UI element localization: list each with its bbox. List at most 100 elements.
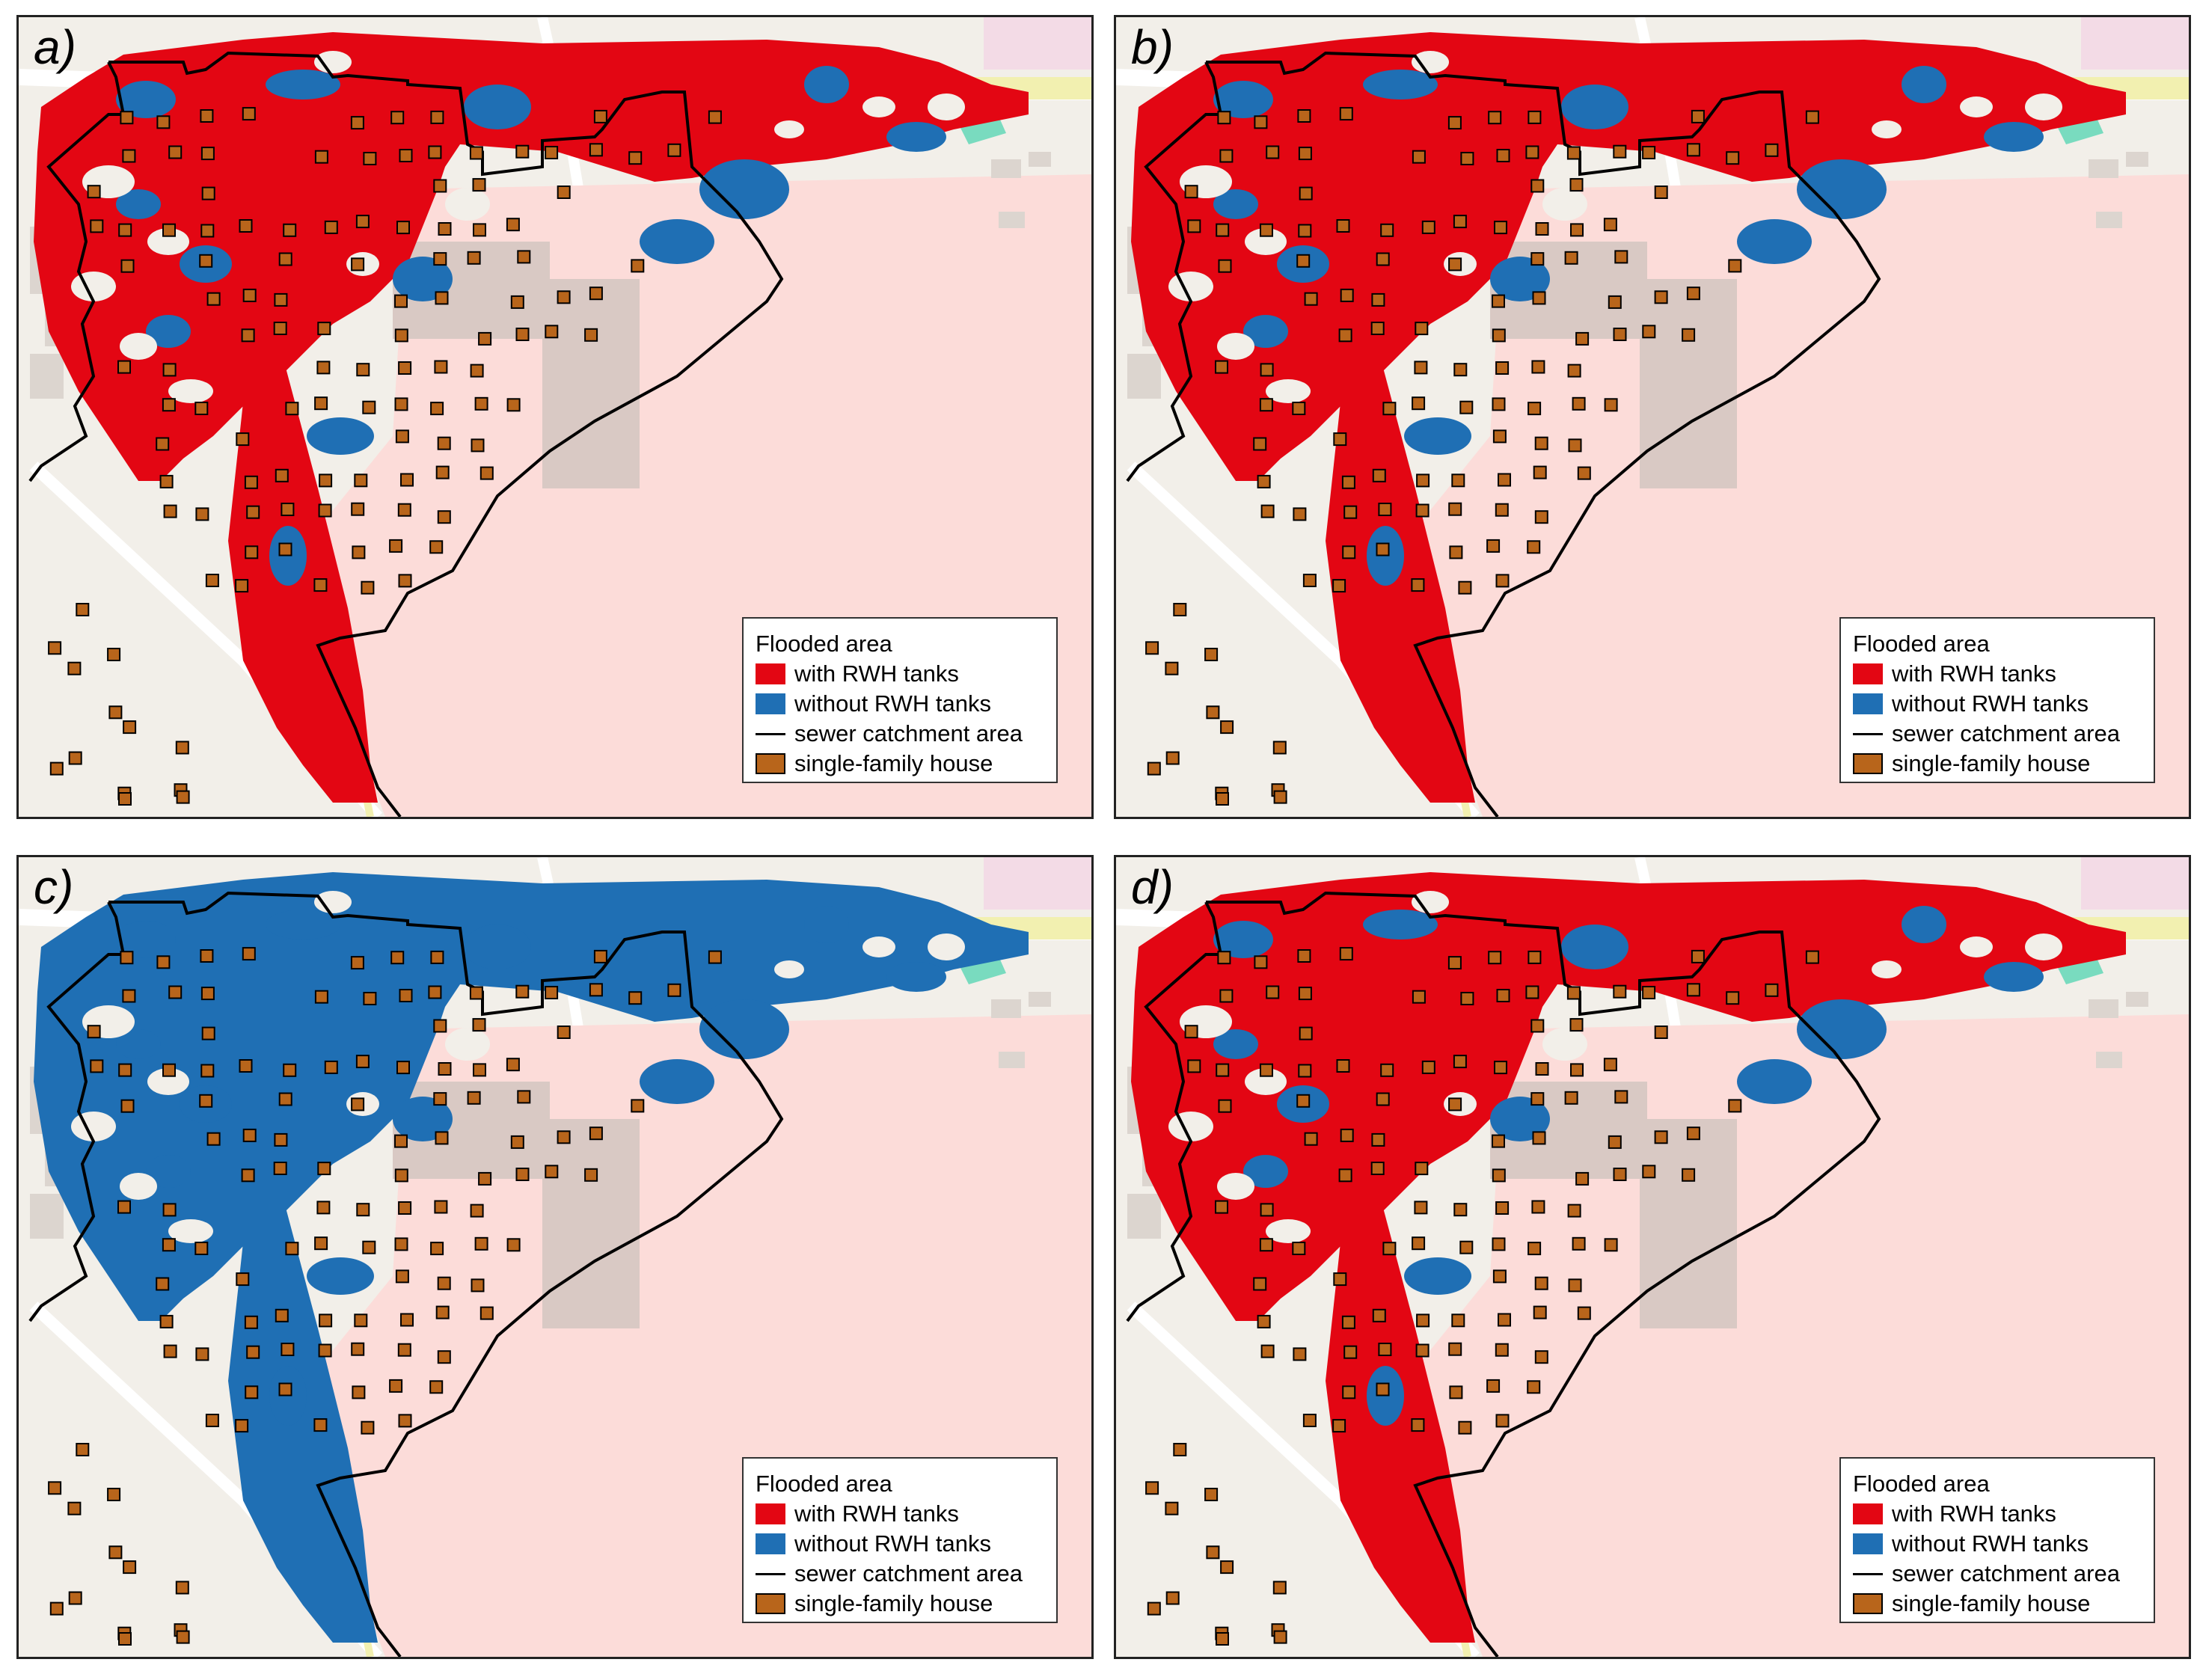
single-family-house [1302,574,1317,587]
single-family-house [1218,259,1232,273]
single-family-house [200,224,215,238]
single-family-house [1453,1203,1468,1217]
legend-item-without-rwh: without RWH tanks [756,689,1044,719]
single-family-house [1254,115,1268,129]
single-family-house [1187,1059,1201,1073]
single-family-house [506,1238,521,1252]
single-family-house [471,438,485,453]
single-family-house [510,295,524,309]
single-family-house [361,580,375,595]
single-family-house [199,254,213,268]
single-family-house [1260,1203,1274,1217]
single-family-house [435,291,449,305]
single-family-house [1257,474,1271,488]
single-family-house [389,1379,403,1393]
single-family-house [199,1094,213,1108]
commercial-area [2081,17,2189,70]
single-family-house [1654,290,1668,304]
single-family-house [122,149,136,163]
single-family-house [1568,438,1582,453]
single-family-house [478,331,492,346]
single-family-house [1682,328,1696,342]
single-family-house [175,1581,189,1595]
single-family-house [628,991,643,1005]
line-swatch [1853,1572,1883,1575]
single-family-house [1686,143,1700,157]
single-family-house [434,360,448,374]
single-family-house [156,437,170,451]
single-family-house [351,1342,365,1356]
single-family-house [194,1242,209,1255]
single-family-house [1458,580,1472,595]
single-family-house [438,222,452,236]
single-family-house [156,1277,170,1291]
single-family-house [159,474,174,488]
single-family-house [205,1414,219,1427]
single-family-house [278,1382,292,1397]
single-family-house [242,947,256,961]
single-family-house [1531,360,1545,374]
single-family-house [1728,1099,1742,1113]
single-family-house [472,1018,486,1032]
single-family-house [1217,111,1231,125]
single-family-house [1447,116,1462,130]
single-family-house [1495,574,1510,588]
single-family-house [1253,437,1267,451]
single-family-house [1448,502,1462,516]
single-family-house [1206,705,1220,720]
single-family-house [118,1632,132,1646]
legend-item-with-rwh: with RWH tanks [1853,659,2142,689]
single-family-house [1339,947,1353,961]
single-family-house [354,1313,368,1328]
single-family-house [1603,218,1617,232]
single-family-house [1220,720,1234,735]
single-family-house [195,507,209,521]
single-family-house [1495,1201,1510,1215]
single-family-house [1371,292,1385,307]
single-family-house [163,1344,177,1358]
legend-title: Flooded area [756,631,892,657]
single-family-house [708,110,722,124]
single-family-house [1296,254,1311,268]
single-family-house [557,290,571,304]
single-family-house [281,503,295,516]
single-family-house [201,186,215,200]
single-family-house [1412,1236,1426,1251]
single-family-house [118,223,132,237]
single-family-house [517,250,531,264]
flood-difference-patches [116,66,946,586]
single-family-house [1338,328,1352,343]
single-family-house [1498,1313,1511,1327]
single-family-house [1765,143,1779,157]
single-family-house [1333,1272,1347,1287]
single-family-house [314,990,328,1004]
single-family-house [118,1063,132,1077]
single-family-house [201,1026,215,1040]
single-family-house [1577,1306,1591,1320]
single-family-house [363,992,377,1005]
single-family-house [1340,1128,1354,1142]
single-family-house [1613,144,1627,159]
single-family-house [1805,110,1819,124]
single-family-house [1488,111,1502,125]
single-family-house [430,1242,444,1256]
single-family-house [545,146,559,159]
single-family-house [1577,466,1591,480]
sewer-catchment-boundary [1206,51,1881,817]
single-family-house [1654,1130,1668,1144]
single-family-house [515,144,530,159]
single-family-house [1726,991,1740,1005]
single-family-house [49,1601,64,1616]
legend-label: single-family house [794,750,993,776]
single-family-house [206,1132,221,1146]
single-family-house [283,223,297,237]
single-family-house [1805,950,1819,964]
single-family-house [356,363,370,377]
single-family-house [120,951,134,965]
single-family-house [430,110,444,124]
single-family-house [176,790,190,804]
single-family-house [273,322,287,335]
single-family-house [1165,1501,1179,1515]
single-family-house [242,1128,257,1142]
single-family-house [433,179,447,193]
